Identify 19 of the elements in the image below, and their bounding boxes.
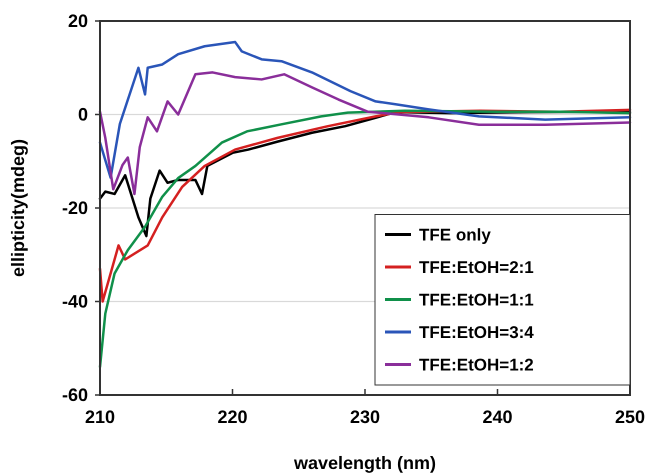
x-tick-label: 210 <box>84 407 116 427</box>
y-tick-label: -40 <box>62 292 88 312</box>
x-tick-label: 230 <box>350 407 380 427</box>
x-tick-label: 240 <box>482 407 513 427</box>
x-axis-title: wavelength (nm) <box>292 453 436 473</box>
line-series <box>98 40 632 179</box>
x-tick-label: 250 <box>614 407 646 427</box>
y-axis-title: ellipticity(mdeg) <box>8 138 28 278</box>
y-tick-label: -20 <box>62 198 88 218</box>
legend-label: TFE only <box>419 226 492 244</box>
legend-label: TFE:EtOH=3:4 <box>419 323 534 342</box>
legend-label: TFE:EtOH=1:1 <box>419 290 534 310</box>
y-tick-label: 0 <box>78 104 88 124</box>
y-tick-label: -60 <box>62 385 88 405</box>
line-series <box>98 71 632 196</box>
x-tick-label: 220 <box>217 407 248 427</box>
legend-label: TFE:EtOH=2:1 <box>419 258 534 277</box>
legend-label: TFE:EtOH=1:2 <box>419 356 534 374</box>
y-tick-label: 20 <box>68 11 88 31</box>
